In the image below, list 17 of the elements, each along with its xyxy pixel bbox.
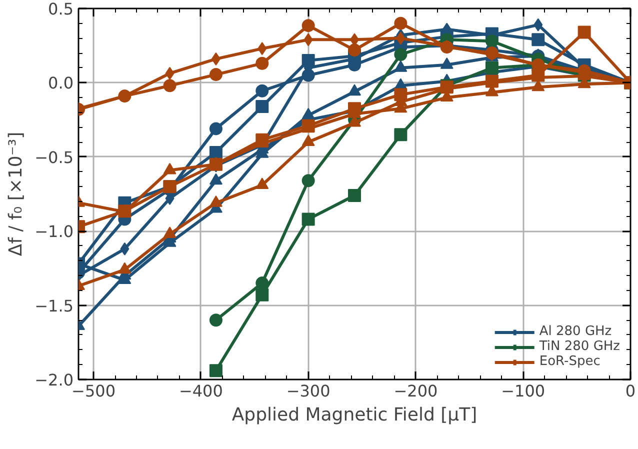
y-tick-label: −2.0 bbox=[34, 370, 74, 390]
legend-label: Al 280 GHz bbox=[539, 324, 612, 339]
x-tick-label: −100 bbox=[501, 382, 546, 400]
y-tick-label: 0.5 bbox=[48, 0, 74, 18]
y-tick-label: 0.0 bbox=[48, 74, 74, 93]
x-tick-label: −400 bbox=[178, 382, 223, 400]
legend-label: EoR-Spec bbox=[539, 354, 600, 369]
x-tick-label: −500 bbox=[72, 382, 116, 400]
x-tick-label: −200 bbox=[394, 382, 438, 400]
y-tick-label: −0.5 bbox=[34, 148, 74, 167]
y-tick-label: −1.5 bbox=[34, 296, 74, 316]
x-axis-title: Applied Magnetic Field [μT] bbox=[232, 404, 478, 426]
x-tick-label: 0 bbox=[625, 382, 636, 400]
y-tick-label: −1.0 bbox=[34, 222, 74, 242]
x-tick-label: −300 bbox=[286, 382, 330, 400]
y-axis-title: Δf / f₀ [×10⁻³] bbox=[6, 132, 27, 256]
legend-label: TiN 280 GHz bbox=[539, 339, 620, 354]
